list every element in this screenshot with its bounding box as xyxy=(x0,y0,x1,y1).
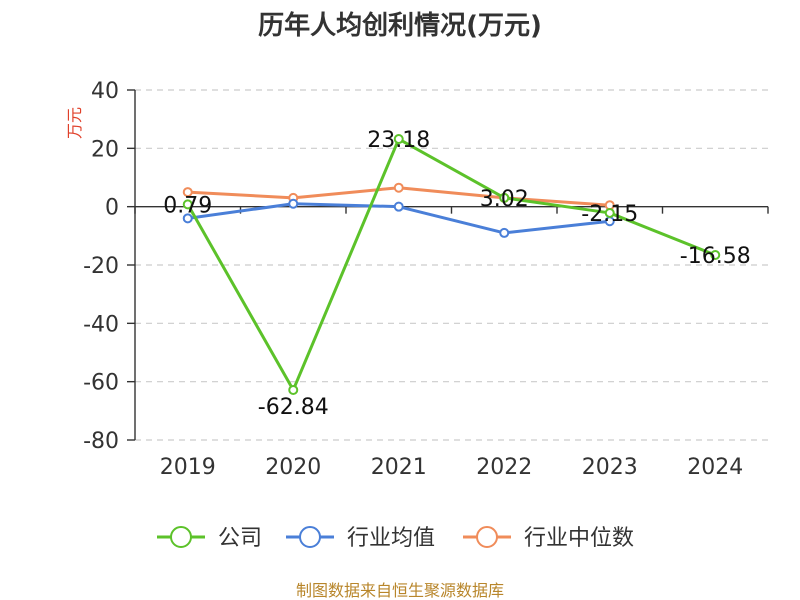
data-point[interactable] xyxy=(393,134,404,145)
y-tick-label: 20 xyxy=(91,137,119,162)
y-axis-label: 万元 xyxy=(65,107,84,139)
data-point[interactable] xyxy=(182,213,193,224)
data-point[interactable] xyxy=(182,199,193,210)
data-label: -16.58 xyxy=(680,244,751,269)
x-tick-label: 2024 xyxy=(687,455,743,480)
grid-lines xyxy=(135,89,768,441)
x-axis-ticks: 2019 2020 2021 2022 2023 2024 xyxy=(134,206,769,480)
legend-label: 公司 xyxy=(218,526,262,551)
data-label: 23.18 xyxy=(367,128,430,153)
x-tick-label: 2023 xyxy=(582,455,638,480)
y-tick-label: 0 xyxy=(105,196,119,221)
data-point[interactable] xyxy=(288,198,299,209)
data-label: 3.02 xyxy=(480,187,529,212)
axes xyxy=(134,90,768,440)
legend-label: 行业均值 xyxy=(347,526,435,551)
data-point[interactable] xyxy=(604,207,615,218)
legend-item[interactable]: 行业中位数 xyxy=(463,526,634,551)
data-label: 0.79 xyxy=(163,193,212,218)
data-point[interactable] xyxy=(393,182,404,193)
data-point[interactable] xyxy=(499,227,510,238)
source-note: 制图数据来自恒生聚源数据库 xyxy=(296,581,504,600)
y-tick-label: -40 xyxy=(83,312,119,337)
data-point[interactable] xyxy=(393,201,404,212)
data-point[interactable] xyxy=(710,250,721,261)
data-point[interactable] xyxy=(288,384,299,395)
x-tick-label: 2022 xyxy=(476,455,532,480)
x-tick-label: 2019 xyxy=(160,455,216,480)
data-point[interactable] xyxy=(499,192,510,203)
series-0 xyxy=(182,134,721,395)
legend-item[interactable]: 行业均值 xyxy=(286,526,435,551)
x-tick-label: 2021 xyxy=(371,455,427,480)
series-1 xyxy=(182,198,615,238)
chart-title: 历年人均创利情况(万元) xyxy=(258,10,542,41)
legend-marker xyxy=(299,526,321,548)
y-tick-label: -80 xyxy=(83,429,119,454)
data-label: -2.15 xyxy=(581,202,638,227)
data-label: -62.84 xyxy=(258,395,329,420)
y-tick-label: -20 xyxy=(83,254,119,279)
y-axis-ticks: 40 20 0 -20 -40 -60 -80 xyxy=(83,79,135,454)
series-line xyxy=(186,137,716,392)
data-labels: 0.79 -62.84 23.18 3.02 -2.15 -16.58 xyxy=(163,128,750,420)
series-group xyxy=(182,134,721,395)
y-tick-label: 40 xyxy=(91,79,119,104)
data-point[interactable] xyxy=(182,187,193,198)
x-tick-label: 2020 xyxy=(265,455,321,480)
legend-marker xyxy=(476,526,498,548)
legend-marker xyxy=(170,526,192,548)
legend[interactable]: 公司 行业均值 行业中位数 xyxy=(157,526,634,551)
y-tick-label: -60 xyxy=(83,371,119,396)
legend-label: 行业中位数 xyxy=(524,526,634,551)
legend-item[interactable]: 公司 xyxy=(157,526,262,551)
